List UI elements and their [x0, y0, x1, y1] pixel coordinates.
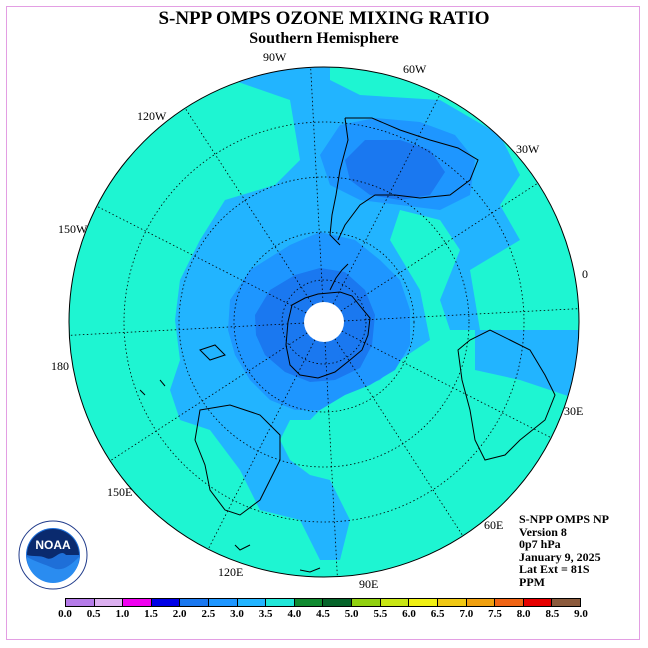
color-swatch: [495, 599, 524, 606]
lon-label-120e: 120E: [218, 565, 244, 579]
color-bar-tick-label: 8.0: [516, 608, 531, 620]
info-version: Version 8: [519, 524, 567, 539]
color-swatch: [523, 599, 553, 606]
lon-label-90e: 90E: [359, 577, 379, 591]
lon-label-0: 0: [582, 267, 588, 281]
color-swatch: [209, 599, 238, 606]
color-swatch: [437, 599, 467, 606]
lon-label-60e: 60E: [484, 518, 504, 532]
meridian-line: [334, 338, 464, 537]
color-swatch: [151, 599, 181, 606]
color-swatch: [123, 599, 152, 606]
color-swatch: [552, 599, 580, 606]
lon-label-30w: 30W: [516, 142, 540, 156]
product-info: S-NPP OMPS NP Version 8 0p7 hPa January …: [519, 513, 609, 588]
lon-label-60w: 60W: [403, 62, 427, 76]
color-swatch: [180, 599, 210, 606]
graticule: [123, 121, 525, 523]
color-bar-tick-label: 6.0: [402, 608, 416, 620]
color-bar-tick-label: 7.0: [459, 608, 474, 620]
noaa-logo-text: NOAA: [35, 538, 71, 552]
color-swatch: [237, 599, 267, 606]
color-bar-tick-label: 6.5: [430, 608, 445, 620]
color-swatch: [409, 599, 438, 606]
meridian-line: [343, 308, 579, 322]
meridian-line: [310, 67, 324, 303]
plot-frame: [6, 6, 640, 640]
color-swatch: [466, 599, 496, 606]
color-bar-tick-label: 0.0: [58, 608, 72, 620]
info-pressure: 0p7 hPa: [519, 537, 561, 551]
color-swatch: [323, 599, 353, 606]
map-boundary: [68, 66, 580, 578]
color-swatch: [66, 599, 95, 606]
color-bar-tick-label: 8.5: [545, 608, 560, 620]
meridian-line: [332, 94, 441, 305]
color-bar-tick-label: 3.5: [258, 608, 273, 620]
map-subtitle: Southern Hemisphere: [249, 30, 399, 47]
meridians: [69, 67, 579, 577]
info-date: January 9, 2025: [519, 549, 601, 564]
color-swatch: [352, 599, 381, 606]
info-units: PPM: [519, 574, 545, 589]
color-bar-tick-label: 5.5: [373, 608, 388, 620]
meridian-line: [109, 332, 308, 462]
lon-label-30e: 30E: [564, 404, 584, 418]
meridian-line: [184, 107, 314, 306]
lon-label-150e: 150E: [107, 485, 133, 499]
lon-label-90w: 90W: [263, 50, 287, 64]
color-bar-tick-label: 1.5: [144, 608, 158, 620]
color-swatch: [380, 599, 410, 606]
noaa-logo: NOAA: [18, 520, 88, 590]
color-bar-tick-label: 4.0: [287, 608, 302, 620]
color-bar-tick-label: 1.0: [115, 608, 130, 620]
meridian-line: [207, 339, 316, 550]
lon-label-150w: 150W: [58, 222, 88, 236]
color-bar: [65, 598, 581, 607]
lon-label-180: 180: [51, 359, 69, 373]
map-title: S-NPP OMPS OZONE MIXING RATIO: [158, 8, 490, 29]
polar-night-gap: [304, 302, 344, 342]
coastlines: [139, 117, 556, 573]
color-bar-tick-label: 5.0: [344, 608, 359, 620]
meridian-line: [341, 330, 552, 439]
lon-label-120w: 120W: [137, 109, 167, 123]
color-bar-tick-label: 7.5: [488, 608, 502, 620]
color-swatch: [294, 599, 324, 606]
info-instrument: S-NPP OMPS NP: [519, 512, 609, 526]
meridian-line: [69, 322, 305, 336]
color-swatch: [94, 599, 124, 606]
color-bar-tick-label: 4.5: [316, 608, 330, 620]
color-bar-tick-label: 3.0: [230, 608, 244, 620]
info-lat-extent: Lat Ext = 81S: [519, 562, 590, 576]
meridian-line: [96, 205, 307, 314]
color-bar-tick-label: 9.0: [574, 608, 588, 620]
meridian-line: [324, 341, 338, 577]
color-bar-tick-label: 0.5: [86, 608, 101, 620]
color-bar-tick-label: 2.0: [172, 608, 187, 620]
color-swatch: [266, 599, 295, 606]
color-bar-tick-label: 2.5: [201, 608, 216, 620]
